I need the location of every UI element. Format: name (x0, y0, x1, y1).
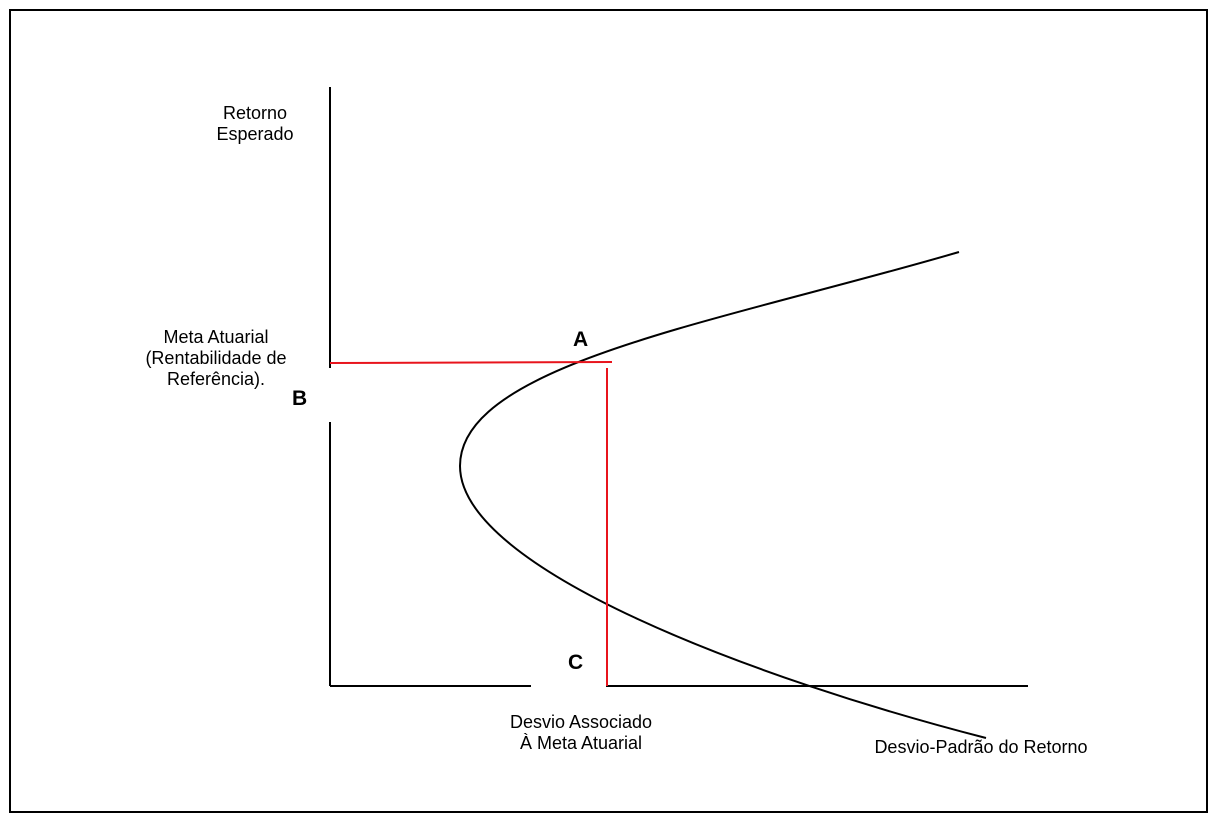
x-axis-label: Desvio-Padrão do Retorno (874, 737, 1088, 757)
target-return-label: Meta Atuarial (Rentabilidade de Referênc… (145, 327, 287, 389)
x-axis-gap (531, 683, 606, 689)
y-axis-gap (327, 368, 333, 422)
frontier-curve (458, 251, 987, 739)
diagram-frame (9, 9, 1208, 813)
target-return-line (329, 361, 613, 364)
target-deviation-label: Desvio Associado À Meta Atuarial (509, 712, 653, 753)
point-b-label: B (292, 387, 308, 410)
y-axis-label: Retorno Esperado (216, 103, 294, 144)
point-a-label: A (573, 328, 589, 351)
point-c-label: C (568, 651, 584, 674)
